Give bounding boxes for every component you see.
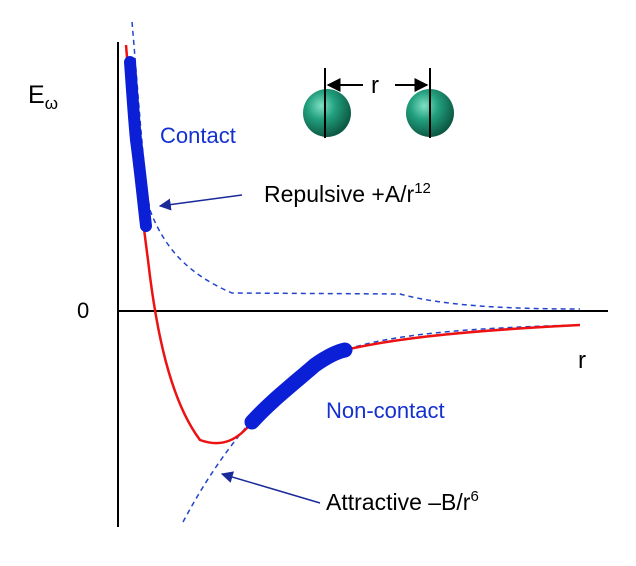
potential-energy-curve [124, 44, 581, 445]
zero-label: 0 [77, 298, 89, 323]
repulsive-label: Repulsive +A/r12 [264, 180, 431, 207]
noncontact-region-highlight [244, 342, 353, 430]
noncontact-label: Non-contact [326, 398, 445, 423]
y-axis-label-subscript: ω [45, 94, 58, 113]
y-axis-label: Eω [28, 81, 58, 113]
x-axis-label: r [578, 347, 586, 374]
contact-label: Contact [160, 123, 236, 148]
repulsive-component-curve [131, 21, 581, 310]
attractive-pointer-arrow [220, 471, 321, 504]
contact-region-highlight [124, 56, 152, 232]
separation-label: r [371, 72, 379, 99]
atom-left [303, 89, 351, 137]
attractive-label: Attractive –B/r6 [326, 488, 479, 515]
attractive-exponent: 6 [470, 488, 478, 505]
repulsive-pointer-arrow [158, 194, 243, 211]
repulsive-exponent: 12 [414, 180, 431, 197]
